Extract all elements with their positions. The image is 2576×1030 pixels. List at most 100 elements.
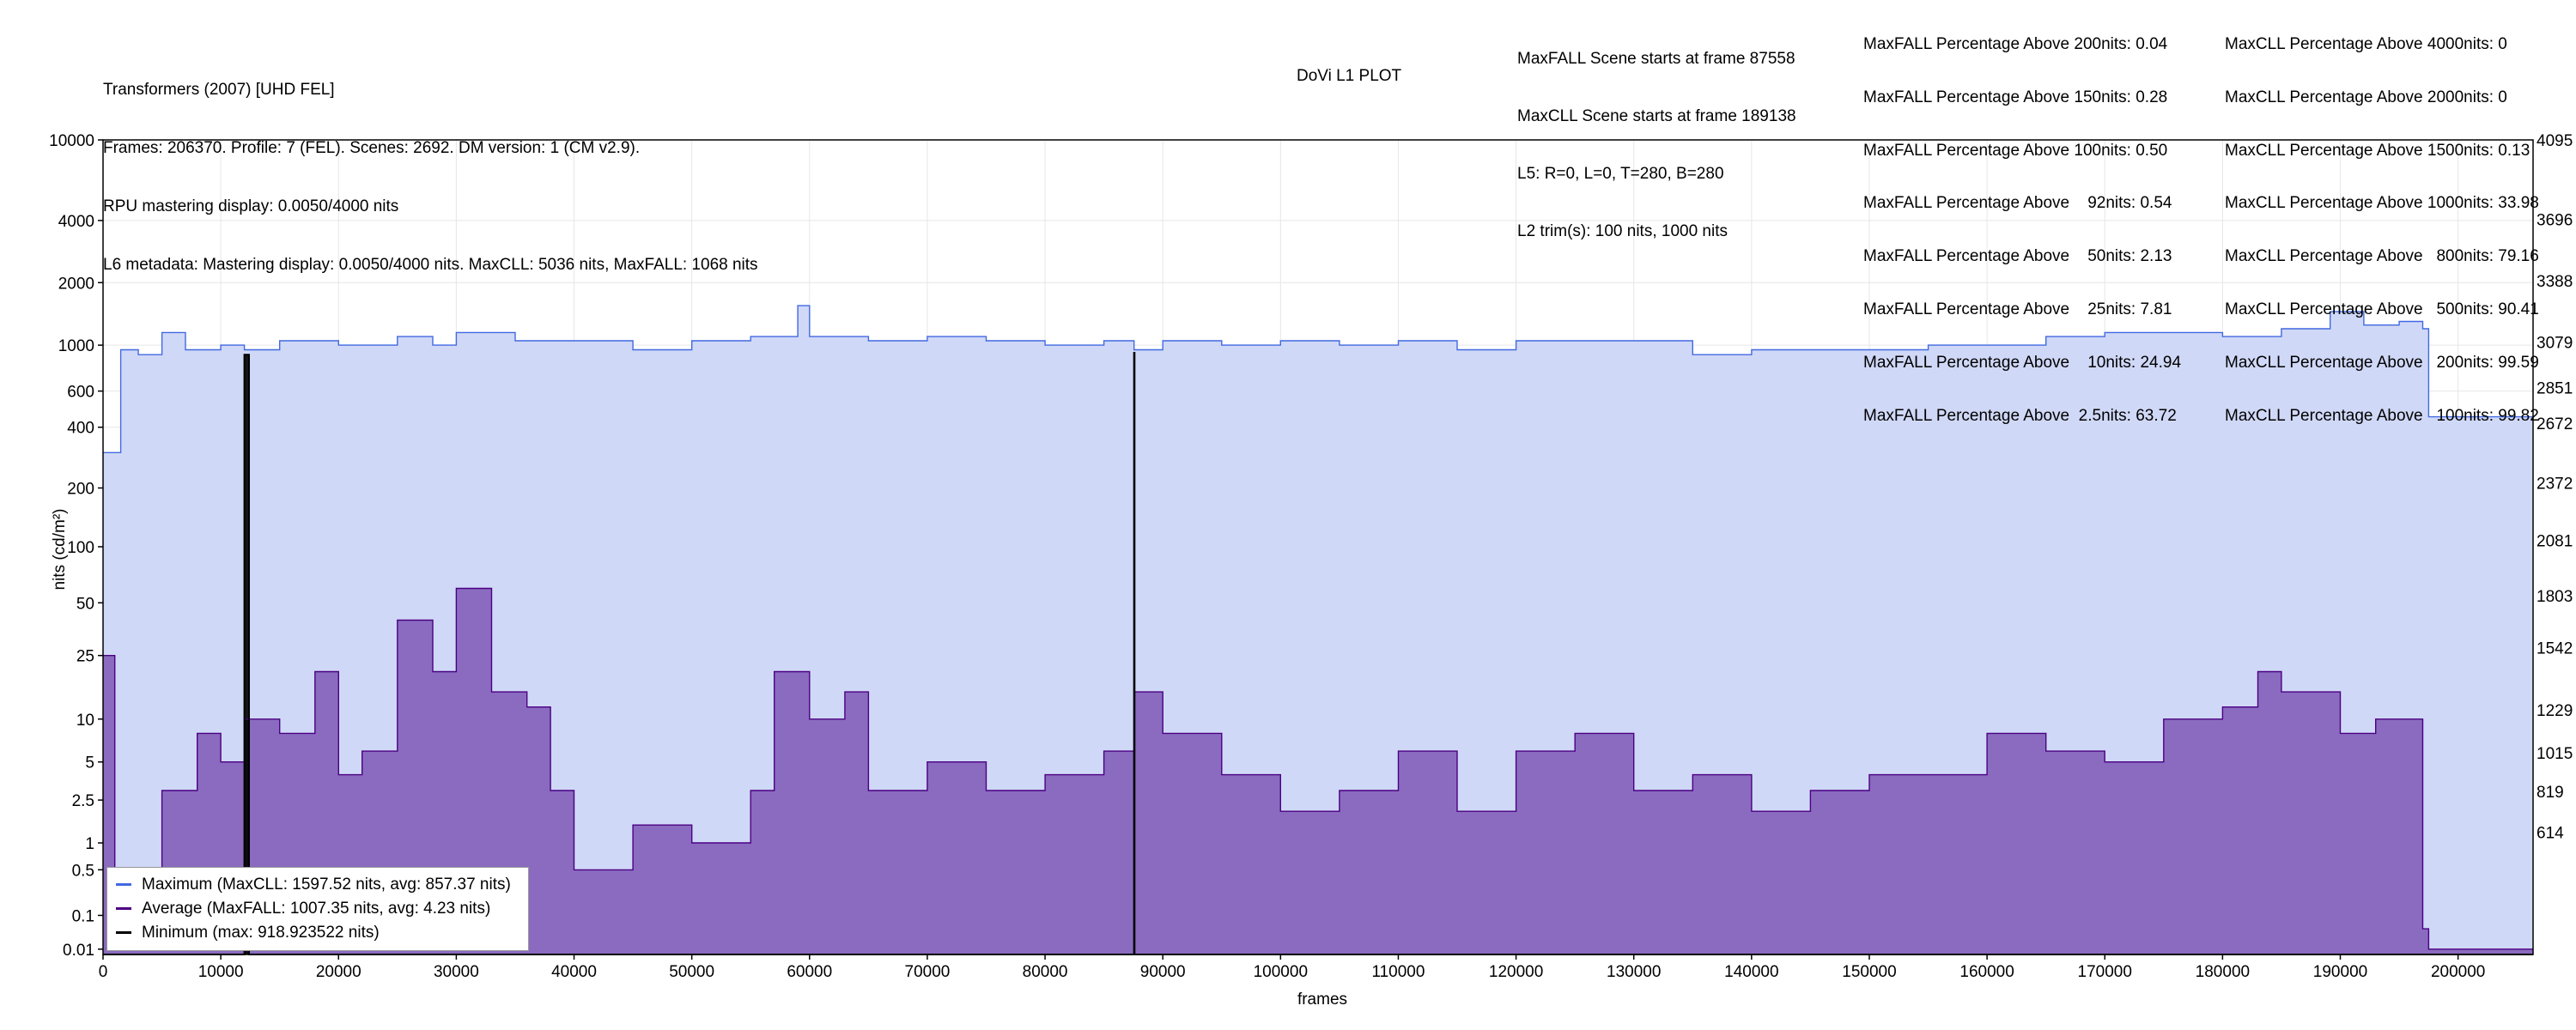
chart-legend: Maximum (MaxCLL: 1597.52 nits, avg: 857.… <box>106 867 529 951</box>
y-tick-label: 2000 <box>58 275 94 293</box>
x-tick-label: 120000 <box>1489 963 1543 981</box>
maxcll-pct-row: MaxCLL Percentage Above 800nits: 79.16 <box>2225 247 2539 266</box>
x-tick-label: 200000 <box>2431 963 2485 981</box>
y-tick-label: 200 <box>67 481 94 499</box>
x-tick-label: 60000 <box>787 963 832 981</box>
y2-axis-ticks: 614 819 1015 1229 1542 1803 2081 2372 2672 2851 30… <box>2537 132 2573 843</box>
y2-tick-label: 1229 <box>2537 702 2573 720</box>
chart-title: DoVi L1 PLOT <box>1297 67 1402 85</box>
y-axis-ticks: 0.01 0.1 0.5 1 2.5 5 10 25 50 100 200 400 600 1000 200… <box>49 132 103 960</box>
maxfall-pct-row: MaxFALL Percentage Above 25nits: 7.81 <box>1863 300 2172 318</box>
scene-info-l2: L2 trim(s): 100 nits, 1000 nits <box>1517 222 1728 240</box>
y2-tick-label: 2372 <box>2537 475 2573 493</box>
maxfall-percentages: MaxFALL Percentage Above 200nits: 0.04 M… <box>1863 0 2181 442</box>
x-tick-label: 130000 <box>1607 963 1661 981</box>
maxcll-pct-row: MaxCLL Percentage Above 100nits: 99.82 <box>2225 406 2539 425</box>
y-tick-label: 10000 <box>49 132 94 150</box>
y-tick-label: 1000 <box>58 337 94 355</box>
maxfall-pct-row: MaxFALL Percentage Above 100nits: 0.50 <box>1863 141 2168 160</box>
x-tick-label: 90000 <box>1140 963 1186 981</box>
maxfall-pct-row: MaxFALL Percentage Above 10nits: 24.94 <box>1863 353 2182 372</box>
scene-info-maxcll: MaxCLL Scene starts at frame 189138 <box>1517 107 1796 125</box>
maxcll-pct-row: MaxCLL Percentage Above 1000nits: 33.98 <box>2225 194 2539 213</box>
series-line-average <box>103 587 2533 950</box>
x-tick-label: 100000 <box>1254 963 1308 981</box>
y-tick-label: 25 <box>76 648 94 666</box>
header-frames: Frames: 206370. Profile: 7 (FEL). Scenes… <box>103 139 641 157</box>
series-area-average <box>103 588 2533 954</box>
scene-info-maxfall: MaxFALL Scene starts at frame 87558 <box>1517 50 1795 68</box>
y2-tick-label: 614 <box>2537 825 2564 843</box>
x-tick-label: 80000 <box>1023 963 1068 981</box>
y2-tick-label: 4095 <box>2537 132 2573 150</box>
x-tick-label: 190000 <box>2313 963 2367 981</box>
y2-tick-label: 1542 <box>2537 640 2573 658</box>
maxcll-pct-row: MaxCLL Percentage Above 1500nits: 0.13 <box>2225 141 2530 160</box>
y-tick-label: 100 <box>67 539 94 557</box>
x-axis-ticks: 0 10000 20000 30000 40000 50000 60000 70000 8000… <box>99 954 2485 981</box>
x-tick-label: 50000 <box>669 963 714 981</box>
y-tick-label: 0.5 <box>72 862 94 880</box>
maxcll-pct-row: MaxCLL Percentage Above 2000nits: 0 <box>2225 88 2507 106</box>
y2-tick-label: 819 <box>2537 784 2564 802</box>
legend-label-maximum: Maximum (MaxCLL: 1597.52 nits, avg: 857.… <box>142 876 511 894</box>
legend-swatch-maximum <box>116 883 131 887</box>
maxcll-pct-row: MaxCLL Percentage Above 200nits: 99.59 <box>2225 353 2539 372</box>
header-info: Transformers (2007) [UHD FEL] Frames: 20… <box>103 43 758 294</box>
y2-tick-label: 2851 <box>2537 379 2573 397</box>
x-tick-label: 110000 <box>1371 963 1425 981</box>
legend-item-average: Average (MaxFALL: 1007.35 nits, avg: 4.2… <box>116 899 490 919</box>
y2-tick-label: 1803 <box>2537 588 2573 606</box>
y2-tick-label: 1015 <box>2537 745 2573 763</box>
scene-info-l5: L5: R=0, L=0, T=280, B=280 <box>1517 165 1724 183</box>
y-tick-label: 0.1 <box>72 907 94 925</box>
scene-info: MaxFALL Scene starts at frame 87558 MaxC… <box>1517 12 1796 260</box>
legend-item-minimum: Minimum (max: 918.923522 nits) <box>116 923 380 943</box>
x-tick-label: 170000 <box>2078 963 2132 981</box>
y-tick-label: 400 <box>67 420 94 438</box>
y2-tick-label: 3388 <box>2537 273 2573 291</box>
legend-item-maximum: Maximum (MaxCLL: 1597.52 nits, avg: 857.… <box>116 875 511 895</box>
x-tick-label: 70000 <box>905 963 951 981</box>
maxfall-pct-row: MaxFALL Percentage Above 2.5nits: 63.72 <box>1863 406 2177 425</box>
y2-tick-label: 2081 <box>2537 533 2573 551</box>
y-tick-label: 50 <box>76 595 94 613</box>
maxcll-percentages: MaxCLL Percentage Above 4000nits: 0 MaxC… <box>2225 0 2539 442</box>
x-tick-label: 140000 <box>1724 963 1778 981</box>
maxfall-pct-row: MaxFALL Percentage Above 200nits: 0.04 <box>1863 35 2168 53</box>
maxcll-pct-row: MaxCLL Percentage Above 4000nits: 0 <box>2225 35 2507 53</box>
y-tick-label: 1 <box>85 835 94 853</box>
legend-swatch-average <box>116 907 131 911</box>
header-title: Transformers (2007) [UHD FEL] <box>103 81 335 99</box>
x-axis-label: frames <box>1297 991 1347 1009</box>
maxfall-pct-row: MaxFALL Percentage Above 92nits: 0.54 <box>1863 194 2172 213</box>
series-line-maximum <box>103 305 2533 453</box>
y-tick-label: 10 <box>76 712 94 730</box>
y-tick-label: 600 <box>67 384 94 402</box>
maxcll-pct-row: MaxCLL Percentage Above 500nits: 90.41 <box>2225 300 2539 318</box>
y-tick-label: 4000 <box>58 213 94 231</box>
y2-tick-label: 2672 <box>2537 415 2573 433</box>
x-tick-label: 180000 <box>2196 963 2250 981</box>
x-tick-label: 30000 <box>434 963 479 981</box>
header-rpu-display: RPU mastering display: 0.0050/4000 nits <box>103 197 399 215</box>
x-tick-label: 150000 <box>1842 963 1896 981</box>
legend-swatch-minimum <box>116 931 131 935</box>
x-tick-label: 10000 <box>198 963 244 981</box>
x-tick-label: 20000 <box>316 963 361 981</box>
maxfall-pct-row: MaxFALL Percentage Above 150nits: 0.28 <box>1863 88 2168 106</box>
maxfall-pct-row: MaxFALL Percentage Above 50nits: 2.13 <box>1863 247 2172 266</box>
y-axis-label: nits (cd/m²) <box>51 509 69 591</box>
legend-label-minimum: Minimum (max: 918.923522 nits) <box>142 924 380 942</box>
header-l6-metadata: L6 metadata: Mastering display: 0.0050/4… <box>103 256 758 274</box>
y-tick-label: 0.01 <box>63 942 94 960</box>
x-tick-label: 0 <box>99 963 108 981</box>
y-tick-label: 2.5 <box>72 792 94 810</box>
series-areas <box>103 306 2533 955</box>
x-tick-label: 40000 <box>551 963 597 981</box>
y2-tick-label: 3696 <box>2537 211 2573 229</box>
legend-label-average: Average (MaxFALL: 1007.35 nits, avg: 4.2… <box>142 900 491 918</box>
y2-tick-label: 3079 <box>2537 334 2573 352</box>
x-tick-label: 160000 <box>1959 963 2014 981</box>
